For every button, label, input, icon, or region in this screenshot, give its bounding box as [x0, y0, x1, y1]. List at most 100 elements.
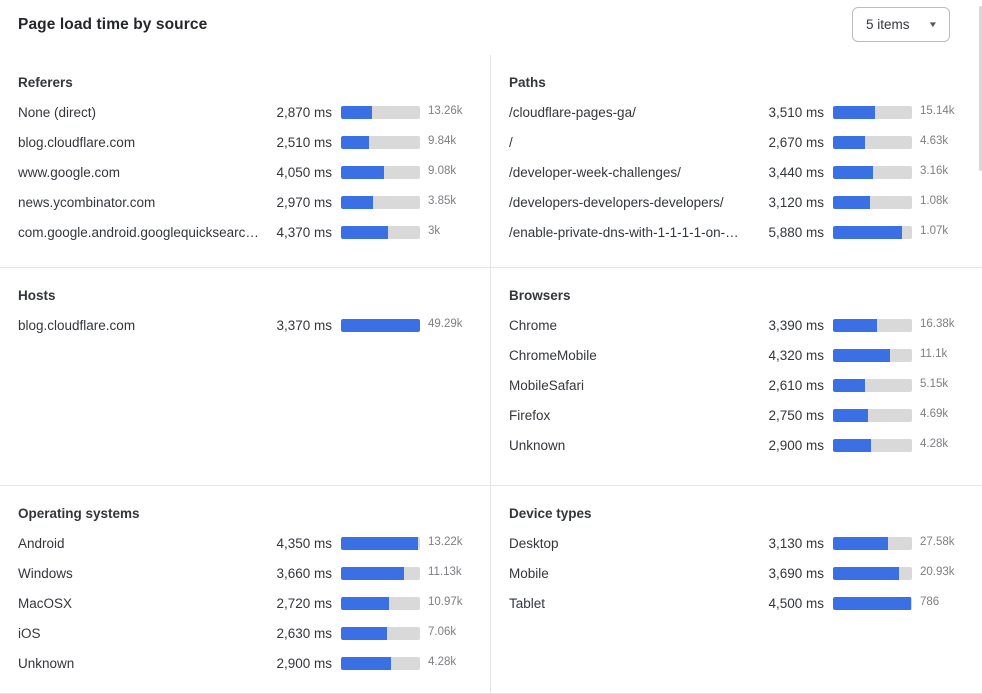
- panel-device-types: Device types Desktop 3,130 ms 27.58k Mob…: [491, 485, 982, 693]
- items-count-select[interactable]: 5 items ▼: [852, 7, 950, 42]
- row-bar-track: [833, 165, 912, 179]
- row-load-time: 3,130 ms: [768, 535, 824, 551]
- row-bar-track: [833, 105, 912, 119]
- row-bar-fill: [341, 105, 372, 119]
- row-count: 3.85k: [428, 195, 457, 207]
- row-load-time: 2,630 ms: [276, 625, 332, 641]
- row-load-time: 2,670 ms: [768, 134, 824, 150]
- metric-row: Windows 3,660 ms 11.13k: [18, 558, 474, 588]
- row-bar-track: [341, 566, 420, 580]
- row-bar-track: [833, 536, 912, 550]
- row-count: 4.63k: [920, 135, 949, 147]
- row-load-time: 2,720 ms: [276, 595, 332, 611]
- row-bar-fill: [833, 378, 866, 392]
- row-load-time: 2,900 ms: [768, 437, 824, 453]
- scrollbar-thumb[interactable]: [979, 6, 982, 171]
- row-count: 4.28k: [920, 438, 949, 450]
- row-bar-track: [341, 225, 420, 239]
- metric-row: com.google.android.googlequicksearc… 4,3…: [18, 217, 474, 247]
- row-bar-track: [341, 656, 420, 670]
- metric-row: Desktop 3,130 ms 27.58k: [509, 528, 966, 558]
- row-load-time: 3,440 ms: [768, 164, 824, 180]
- row-label: /: [509, 134, 513, 150]
- row-bar-fill: [341, 626, 387, 640]
- row-bar-track: [341, 536, 420, 550]
- row-bar-fill: [833, 566, 899, 580]
- metric-row: Firefox 2,750 ms 4.69k: [509, 400, 966, 430]
- row-count: 3k: [428, 225, 441, 237]
- row-bar-fill: [341, 165, 384, 179]
- row-label: /cloudflare-pages-ga/: [509, 104, 636, 120]
- row-load-time: 2,870 ms: [276, 104, 332, 120]
- row-label: MobileSafari: [509, 377, 585, 393]
- row-bar-fill: [341, 656, 391, 670]
- panel-rows: Desktop 3,130 ms 27.58k Mobile 3,690 ms …: [509, 528, 966, 618]
- row-bar-track: [833, 408, 912, 422]
- metric-row: /cloudflare-pages-ga/ 3,510 ms 15.14k: [509, 97, 966, 127]
- row-label: Windows: [18, 565, 73, 581]
- panel-heading: Device types: [509, 506, 592, 521]
- row-label: www.google.com: [18, 164, 121, 180]
- row-bar-track: [341, 135, 420, 149]
- items-count-value: 5 items: [866, 17, 910, 32]
- row-bar-fill: [341, 318, 420, 332]
- row-bar-track: [341, 318, 420, 332]
- row-label: com.google.android.googlequicksearc…: [18, 224, 259, 240]
- row-label: /developers-developers-developers/: [509, 194, 724, 210]
- panel-rows: blog.cloudflare.com 3,370 ms 49.29k: [18, 310, 474, 340]
- panel-operating-systems: Operating systems Android 4,350 ms 13.22…: [0, 485, 491, 693]
- metric-row: MobileSafari 2,610 ms 5.15k: [509, 370, 966, 400]
- row-bar-fill: [341, 566, 405, 580]
- row-count: 4.28k: [428, 656, 457, 668]
- row-bar-fill: [341, 596, 390, 610]
- row-label: Mobile: [509, 565, 549, 581]
- row-count: 4.69k: [920, 408, 949, 420]
- row-bar-fill: [341, 195, 374, 209]
- metric-row: ChromeMobile 4,320 ms 11.1k: [509, 340, 966, 370]
- panel-heading: Operating systems: [18, 506, 140, 521]
- row-count: 16.38k: [920, 318, 955, 330]
- row-load-time: 2,610 ms: [768, 377, 824, 393]
- row-count: 15.14k: [920, 105, 955, 117]
- row-label: Tablet: [509, 595, 546, 611]
- metric-row: MacOSX 2,720 ms 10.97k: [18, 588, 474, 618]
- row-bar-track: [833, 596, 912, 610]
- panel-rows: /cloudflare-pages-ga/ 3,510 ms 15.14k / …: [509, 97, 966, 247]
- row-count: 7.06k: [428, 626, 457, 638]
- row-load-time: 3,690 ms: [768, 565, 824, 581]
- row-count: 27.58k: [920, 536, 955, 548]
- row-label: Chrome: [509, 317, 558, 333]
- row-bar-fill: [833, 225, 902, 239]
- row-label: Android: [18, 535, 65, 551]
- panel-heading: Paths: [509, 75, 546, 90]
- metric-row: /developer-week-challenges/ 3,440 ms 3.1…: [509, 157, 966, 187]
- row-load-time: 3,370 ms: [276, 317, 332, 333]
- metric-row: / 2,670 ms 4.63k: [509, 127, 966, 157]
- row-count: 10.97k: [428, 596, 463, 608]
- row-load-time: 2,970 ms: [276, 194, 332, 210]
- panel-heading: Browsers: [509, 288, 571, 303]
- row-label: /enable-private-dns-with-1-1-1-1-on-…: [509, 224, 739, 240]
- row-bar-track: [341, 626, 420, 640]
- row-label: Unknown: [509, 437, 566, 453]
- row-bar-track: [341, 195, 420, 209]
- row-label: Desktop: [509, 535, 559, 551]
- metric-row: Mobile 3,690 ms 20.93k: [509, 558, 966, 588]
- row-bar-track: [833, 348, 912, 362]
- metric-row: Unknown 2,900 ms 4.28k: [509, 430, 966, 460]
- row-label: None (direct): [18, 104, 97, 120]
- row-label: blog.cloudflare.com: [18, 317, 136, 333]
- row-label: iOS: [18, 625, 41, 641]
- row-load-time: 2,750 ms: [768, 407, 824, 423]
- row-bar-track: [833, 378, 912, 392]
- metric-row: blog.cloudflare.com 2,510 ms 9.84k: [18, 127, 474, 157]
- panel-referers: Referers None (direct) 2,870 ms 13.26k b…: [0, 55, 491, 267]
- row-bar-track: [833, 566, 912, 580]
- row-bar-fill: [833, 536, 889, 550]
- row-bar-track: [833, 318, 912, 332]
- panel-heading: Hosts: [18, 288, 56, 303]
- panel-heading: Referers: [18, 75, 73, 90]
- metric-row: Tablet 4,500 ms 786: [509, 588, 966, 618]
- metric-row: blog.cloudflare.com 3,370 ms 49.29k: [18, 310, 474, 340]
- row-count: 20.93k: [920, 566, 955, 578]
